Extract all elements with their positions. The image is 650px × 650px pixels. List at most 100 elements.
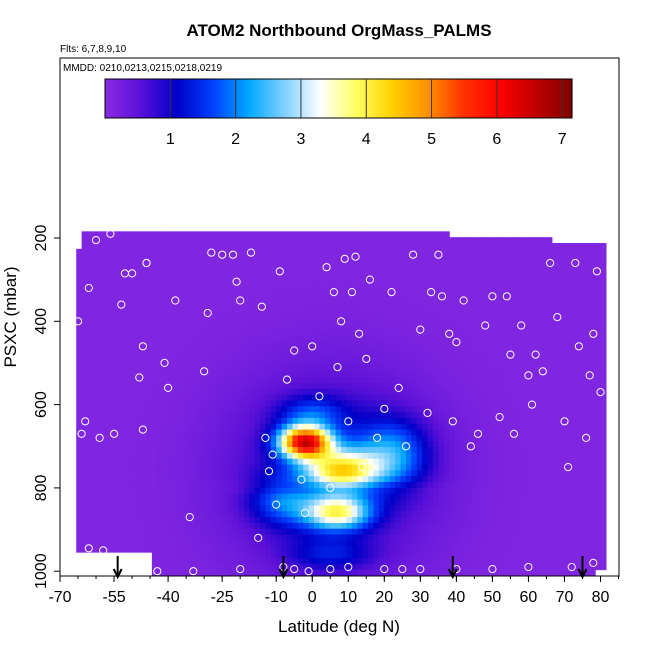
field-cell — [97, 505, 104, 512]
field-cell — [508, 493, 515, 501]
field-cell — [487, 248, 494, 256]
field-cell — [465, 546, 472, 553]
field-cell — [530, 243, 537, 250]
field-cell — [303, 505, 310, 512]
field-cell — [422, 330, 429, 337]
field-cell — [216, 359, 223, 367]
field-cell — [351, 417, 358, 425]
field-cell — [324, 359, 331, 367]
field-cell — [222, 272, 229, 279]
field-cell — [454, 482, 461, 489]
field-cell — [141, 505, 148, 512]
field-cell — [108, 522, 115, 530]
field-cell — [481, 470, 488, 477]
field-cell — [157, 435, 164, 442]
field-cell — [400, 476, 407, 483]
field-cell — [346, 243, 353, 250]
field-cell — [454, 330, 461, 337]
field-cell — [249, 470, 256, 477]
field-cell — [357, 458, 364, 466]
field-cell — [476, 277, 483, 285]
field-cell — [151, 365, 158, 372]
field-cell — [400, 423, 407, 431]
field-cell — [254, 458, 261, 466]
field-cell — [346, 318, 353, 326]
field-cell — [465, 528, 472, 536]
field-cell — [470, 312, 477, 320]
field-cell — [303, 447, 310, 454]
field-cell — [222, 505, 229, 512]
field-cell — [524, 248, 531, 256]
field-cell — [157, 540, 164, 547]
field-cell — [108, 412, 115, 419]
field-cell — [178, 388, 185, 396]
field-cell — [130, 289, 137, 297]
field-cell — [449, 243, 456, 250]
field-cell — [114, 382, 121, 390]
field-cell — [362, 517, 369, 524]
field-cell — [465, 295, 472, 302]
field-cell — [405, 429, 412, 437]
field-cell — [395, 283, 402, 291]
field-cell — [427, 336, 434, 343]
field-cell — [422, 312, 429, 320]
field-cell — [292, 423, 299, 431]
field-cell — [173, 417, 180, 425]
field-cell — [205, 470, 212, 477]
field-cell — [524, 540, 531, 547]
field-cell — [238, 254, 245, 262]
field-cell — [314, 394, 321, 402]
field-cell — [97, 499, 104, 506]
field-cell — [265, 371, 272, 378]
field-cell — [362, 470, 369, 477]
field-cell — [508, 301, 515, 308]
field-cell — [411, 441, 418, 448]
field-cell — [459, 470, 466, 477]
field-cell — [81, 371, 88, 378]
field-cell — [422, 382, 429, 390]
field-cell — [114, 423, 121, 431]
field-cell — [173, 447, 180, 454]
field-cell — [400, 394, 407, 402]
field-cell — [405, 342, 412, 349]
field-cell — [151, 231, 158, 238]
field-cell — [368, 318, 375, 326]
field-cell — [200, 342, 207, 349]
field-cell — [189, 517, 196, 524]
field-cell — [205, 400, 212, 407]
field-cell — [232, 464, 239, 472]
field-cell — [319, 266, 326, 273]
field-cell — [519, 487, 526, 495]
field-cell — [281, 359, 288, 367]
field-cell — [297, 377, 304, 384]
field-cell — [395, 417, 402, 425]
field-cell — [514, 394, 521, 402]
field-cell — [519, 307, 526, 314]
field-cell — [281, 237, 288, 244]
field-cell — [351, 307, 358, 314]
field-cell — [135, 493, 142, 501]
field-cell — [97, 452, 104, 460]
field-cell — [411, 517, 418, 524]
field-cell — [141, 324, 148, 332]
field-cell — [114, 283, 121, 291]
field-cell — [535, 248, 542, 256]
field-cell — [114, 511, 121, 518]
field-cell — [530, 406, 537, 413]
field-cell — [362, 295, 369, 302]
field-cell — [184, 312, 191, 320]
field-cell — [324, 400, 331, 407]
field-cell — [470, 237, 477, 244]
field-cell — [216, 307, 223, 314]
field-cell — [168, 336, 175, 343]
field-cell — [341, 394, 348, 402]
field-cell — [97, 254, 104, 262]
field-cell — [465, 470, 472, 477]
field-cell — [335, 359, 342, 367]
field-cell — [173, 540, 180, 547]
field-cell — [335, 476, 342, 483]
field-cell — [427, 371, 434, 378]
field-cell — [281, 534, 288, 541]
field-cell — [519, 476, 526, 483]
field-cell — [319, 272, 326, 279]
